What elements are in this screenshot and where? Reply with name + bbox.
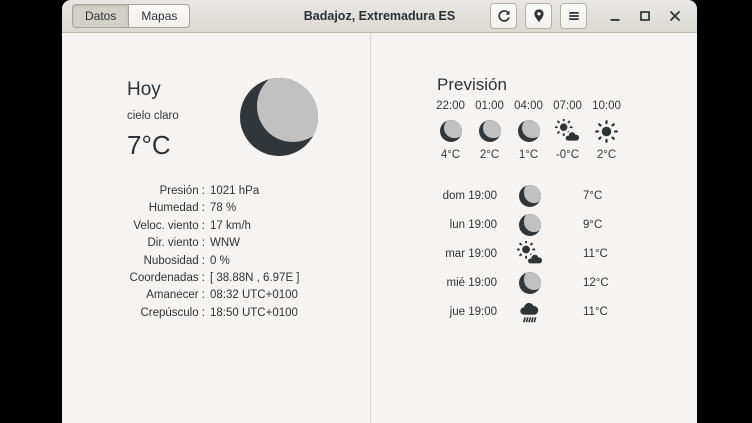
clear-night-icon	[517, 120, 540, 142]
detail-value: [ 38.88N , 6.97E ]	[210, 272, 300, 285]
daily-temp: 9°C	[583, 218, 603, 231]
menu-button[interactable]	[560, 3, 587, 29]
detail-value: 1021 hPa	[210, 185, 260, 197]
detail-label: Crepúsculo	[62, 305, 205, 322]
detail-row-sunrise: Amanecer 08:32 UTC+0100	[62, 287, 370, 304]
daily-temp: 7°C	[583, 189, 603, 202]
detail-label: Veloc. viento	[62, 218, 205, 235]
detail-row-wind-dir: Dir. viento WNW	[62, 235, 370, 252]
detail-label: Nubosidad	[62, 253, 205, 270]
forecast-title: Previsión	[437, 75, 507, 94]
daily-row-mie[interactable]: mié 19:00 12°C	[371, 268, 697, 297]
hourly-temp: 2°C	[596, 149, 617, 161]
hourly-forecast: 22:00 4°C 01:00 2°C 04:00 1°C 07:00	[431, 100, 626, 161]
hourly-item: 04:00 1°C	[509, 100, 548, 161]
current-text: Hoy cielo claro 7°C	[127, 75, 222, 161]
maximize-button[interactable]	[637, 8, 653, 24]
hourly-time: 22:00	[436, 100, 465, 112]
hourly-time: 04:00	[514, 100, 543, 112]
detail-label: Coordenadas	[62, 270, 205, 287]
hourly-temp: -0°C	[555, 149, 580, 161]
hourly-time: 10:00	[592, 100, 621, 112]
detail-value: 17 km/h	[210, 219, 251, 232]
daily-day-label: dom 19:00	[442, 189, 497, 202]
detail-row-humidity: Humedad 78 %	[62, 200, 370, 217]
detail-value: 18:50 UTC+0100	[210, 306, 298, 319]
forecast-panel: Previsión 22:00 4°C 01:00 2°C 04:00 1°C	[371, 33, 697, 423]
daily-temp: 11°C	[583, 305, 608, 318]
hourly-item: 07:00 -0°C	[548, 100, 587, 161]
weather-app-window: Datos Mapas Badajoz, Extremadura ES	[62, 0, 697, 423]
hourly-item: 22:00 4°C	[431, 100, 470, 161]
header-bar: Datos Mapas Badajoz, Extremadura ES	[62, 0, 697, 33]
clear-night-icon	[519, 184, 541, 207]
view-switcher: Datos Mapas	[72, 4, 191, 28]
detail-label: Amanecer	[62, 287, 205, 304]
daily-temp: 11°C	[583, 247, 608, 260]
daily-day-label: jue 19:00	[449, 305, 497, 318]
detail-row-coordinates: Coordenadas [ 38.88N , 6.97E ]	[62, 270, 370, 287]
location-button[interactable]	[525, 3, 552, 29]
daily-row-lun[interactable]: lun 19:00 9°C	[371, 210, 697, 239]
daily-day-label: mié 19:00	[446, 276, 497, 289]
current-conditions: Hoy cielo claro 7°C	[127, 75, 367, 161]
close-button[interactable]	[667, 8, 683, 24]
hamburger-menu-icon	[566, 8, 582, 24]
clear-night-icon	[439, 120, 462, 142]
hourly-item: 01:00 2°C	[470, 100, 509, 161]
current-condition: cielo claro	[127, 110, 179, 122]
hourly-temp: 4°C	[440, 149, 461, 161]
mark-location-icon	[531, 8, 547, 24]
refresh-icon	[496, 8, 512, 24]
daily-temp: 12°C	[583, 276, 609, 289]
detail-value: WNW	[210, 237, 241, 250]
hourly-temp: 1°C	[518, 149, 539, 161]
minimize-button[interactable]	[607, 8, 623, 24]
detail-row-wind-speed: Veloc. viento 17 km/h	[62, 218, 370, 235]
detail-row-sunset: Crepúsculo 18:50 UTC+0100	[62, 305, 370, 322]
current-temperature: 7°C	[127, 130, 171, 160]
daily-day-label: mar 19:00	[445, 247, 497, 260]
current-day-label: Hoy	[127, 79, 161, 100]
daily-day-label: lun 19:00	[449, 218, 497, 231]
detail-value: 08:32 UTC+0100	[210, 289, 298, 302]
clear-night-icon	[519, 213, 541, 236]
hourly-time: 07:00	[553, 100, 582, 112]
few-clouds-day-icon	[517, 240, 543, 267]
detail-value: 78 %	[210, 202, 237, 215]
detail-row-cloudiness: Nubosidad 0 %	[62, 253, 370, 270]
tab-datos[interactable]: Datos	[72, 4, 129, 28]
few-clouds-day-icon	[555, 118, 580, 144]
daily-row-jue[interactable]: jue 19:00 11°C	[371, 297, 697, 326]
clear-night-icon	[240, 78, 318, 156]
daily-row-mar[interactable]: mar 19:00 11°C	[371, 239, 697, 268]
header-actions	[490, 3, 687, 29]
hourly-time: 01:00	[475, 100, 504, 112]
hourly-item: 10:00 2°C	[587, 100, 626, 161]
rain-icon	[517, 299, 543, 325]
main-content: Hoy cielo claro 7°C Presión 1021 hPa Hum…	[62, 33, 697, 423]
detail-row-pressure: Presión 1021 hPa	[62, 183, 370, 200]
daily-forecast: dom 19:00 7°C lun 19:00 9°C mar 19:00	[371, 181, 697, 326]
window-controls	[607, 8, 687, 24]
daily-row-dom[interactable]: dom 19:00 7°C	[371, 181, 697, 210]
clear-night-icon	[519, 271, 541, 294]
weather-details-list: Presión 1021 hPa Humedad 78 % Veloc. vie…	[62, 183, 370, 322]
detail-label: Dir. viento	[62, 235, 205, 252]
clear-day-icon	[594, 119, 619, 144]
detail-value: 0 %	[210, 254, 230, 267]
hourly-temp: 2°C	[479, 149, 500, 161]
tab-mapas[interactable]: Mapas	[128, 4, 191, 28]
detail-label: Presión	[62, 183, 205, 200]
clear-night-icon	[478, 120, 501, 142]
detail-label: Humedad	[62, 200, 205, 217]
today-panel: Hoy cielo claro 7°C Presión 1021 hPa Hum…	[62, 33, 371, 423]
refresh-button[interactable]	[490, 3, 517, 29]
